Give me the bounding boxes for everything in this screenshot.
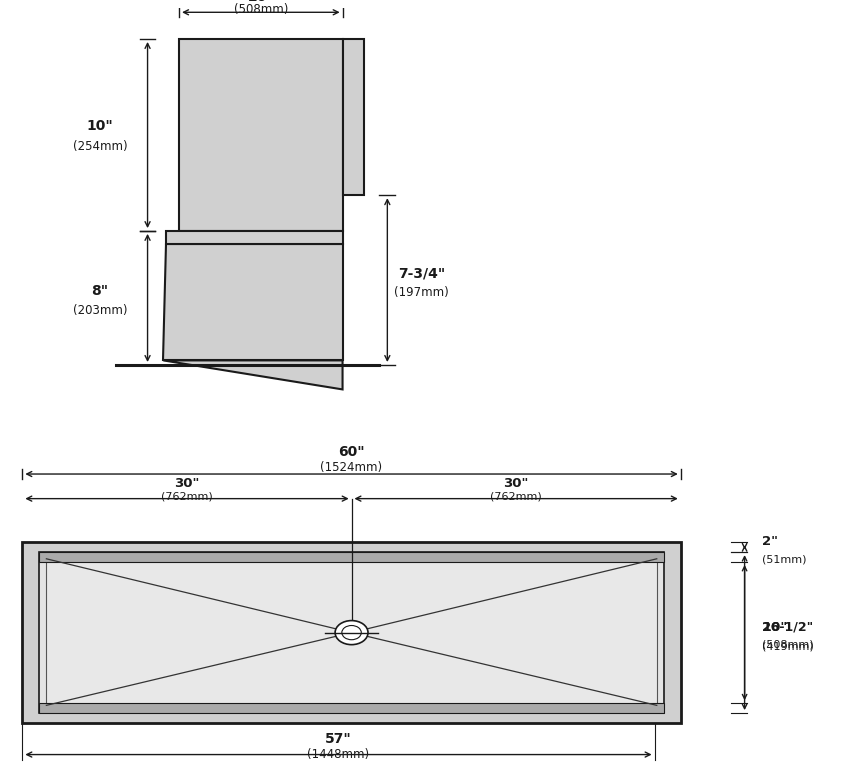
Text: 16-1/2": 16-1/2" [762,621,813,633]
Text: 7-3/4": 7-3/4" [398,266,445,280]
Text: (1524mm): (1524mm) [320,461,382,474]
Text: 10": 10" [87,119,114,133]
Polygon shape [163,360,343,389]
Text: (254mm): (254mm) [73,139,128,153]
Text: (203mm): (203mm) [73,304,128,317]
Text: (762mm): (762mm) [162,492,212,501]
Bar [47,559,657,705]
Text: (508mm): (508mm) [762,640,813,650]
Bar [179,39,343,231]
Text: 20": 20" [762,621,787,633]
Bar [22,543,681,723]
Text: (1448mm): (1448mm) [308,748,370,761]
Bar [343,39,364,195]
Text: 20": 20" [247,0,275,4]
Circle shape [335,621,368,644]
Text: (508mm): (508mm) [234,3,288,16]
Text: (197mm): (197mm) [394,286,449,299]
Bar [39,552,664,713]
Bar [166,231,343,244]
Text: 30": 30" [503,477,529,490]
Bar [39,703,664,713]
Text: 60": 60" [338,446,365,459]
Text: 30": 30" [174,477,200,490]
Text: 2": 2" [762,536,778,548]
Text: (51mm): (51mm) [762,554,807,565]
Text: 57": 57" [325,732,352,746]
Text: (762mm): (762mm) [490,492,542,501]
Text: 8": 8" [92,284,109,298]
Circle shape [342,626,361,640]
Text: (419mm): (419mm) [762,641,814,651]
Bar [39,552,664,562]
Polygon shape [163,244,343,360]
